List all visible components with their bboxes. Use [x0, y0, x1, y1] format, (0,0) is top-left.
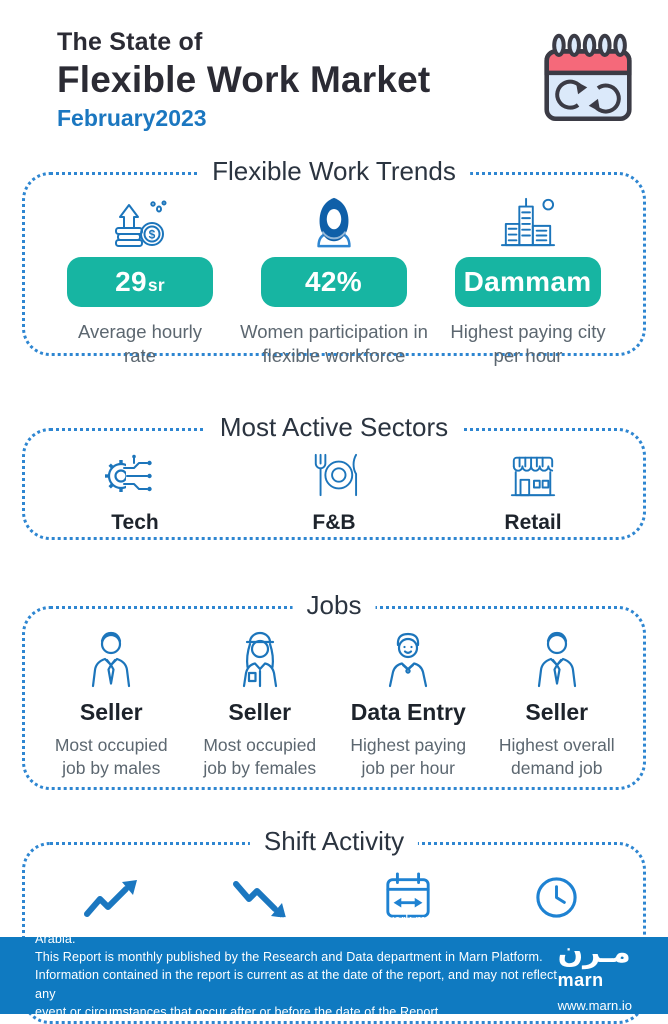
section-title: Jobs [292, 590, 376, 621]
sector-label: Retail [504, 511, 562, 534]
job-label: Most occupied job by males [54, 735, 168, 778]
job-item-seller-demand: Seller Highest overall demand job [483, 629, 632, 780]
job-title: Seller [228, 699, 292, 725]
stat-value-suffix: sr [147, 274, 165, 295]
city-buildings-icon [500, 197, 555, 247]
trend-down-icon [232, 881, 286, 918]
stat-value: 42% [305, 266, 362, 297]
marn-website: www.marn.io [557, 998, 632, 1013]
job-label: Highest overall demand job [498, 735, 615, 778]
calendar-refresh-icon [544, 33, 632, 122]
male-seller-icon [537, 631, 576, 688]
stat-value: Dammam [463, 266, 592, 297]
tech-gear-circuit-icon [105, 454, 152, 498]
stat-value-pill: 42% [261, 257, 407, 307]
stat-value-pill: Dammam [455, 257, 601, 307]
trend-item-hourly-rate: $ 29 sr Average hourly rate [43, 195, 237, 369]
sector-label: F&B [312, 511, 356, 534]
footer-line: This Report is monthly published by the … [35, 949, 543, 964]
header-titles: The State of Flexible Work Market Februa… [57, 28, 430, 132]
job-item-seller-females: Seller Most occupied job by females [186, 629, 335, 780]
job-label: Highest paying job per hour [350, 735, 467, 778]
section-title: Flexible Work Trends [198, 156, 470, 187]
job-title: Seller [79, 699, 143, 725]
job-item-seller-males: Seller Most occupied job by males [37, 629, 186, 780]
report-date: February2023 [57, 105, 207, 131]
stat-value: 29 [115, 266, 147, 297]
sector-item-tech: Tech [80, 453, 190, 535]
trend-item-women-participation: 42% Women participation in flexible work… [237, 195, 431, 369]
sector-item-fnb: F&B [279, 453, 389, 535]
trend-item-highest-paying-city: Dammam Highest paying city per hour [431, 195, 625, 369]
retail-store-icon [510, 456, 556, 497]
section-flexible-work-trends: Flexible Work Trends [22, 156, 646, 366]
footer-disclaimer: This Report aims to help decision makers… [35, 911, 558, 1024]
stat-label: Women participation in flexible workforc… [240, 321, 428, 367]
section-most-active-sectors: Most Active Sectors [22, 412, 646, 540]
clock-icon [536, 877, 577, 918]
svg-text:$: $ [149, 228, 156, 242]
calendar-range-icon [386, 872, 430, 918]
job-label: Most occupied job by females [203, 735, 317, 778]
header: The State of Flexible Work Market Februa… [0, 0, 668, 132]
job-item-data-entry: Data Entry Highest paying job per hour [334, 629, 483, 780]
page-title: Flexible Work Market [57, 59, 431, 100]
food-plate-icon [314, 453, 358, 497]
job-title: Data Entry [350, 699, 466, 725]
stat-label: Highest paying city per hour [450, 321, 606, 367]
male-seller-icon [92, 631, 131, 688]
footer-line: event or circumstances that occur after … [35, 1005, 443, 1020]
sector-item-retail: Retail [478, 453, 588, 535]
money-growth-icon: $ [115, 200, 167, 247]
female-seller-icon [242, 631, 277, 688]
stat-value-pill: 29 sr [67, 257, 213, 307]
job-title: Seller [525, 699, 589, 725]
section-title: Shift Activity [249, 826, 419, 857]
trend-up-icon [84, 880, 138, 917]
data-entry-person-icon [389, 632, 428, 688]
marn-logo-arabic: مـرن [557, 935, 631, 970]
section-jobs: Jobs Seller Most occupied job [22, 590, 646, 790]
footer: This Report aims to help decision makers… [0, 913, 668, 1024]
footer-line: This Report aims to help decision makers… [35, 913, 544, 946]
sector-label: Tech [111, 511, 159, 534]
marn-logo: مـرن marn www.marn.io [557, 935, 632, 1014]
marn-logo-latin: marn [557, 970, 604, 990]
stat-label: Average hourly rate [77, 321, 203, 367]
hijab-woman-icon [317, 197, 351, 248]
footer-line: Information contained in the report is c… [35, 968, 558, 1001]
section-title: Most Active Sectors [205, 412, 463, 443]
title-kicker: The State of [57, 28, 203, 56]
